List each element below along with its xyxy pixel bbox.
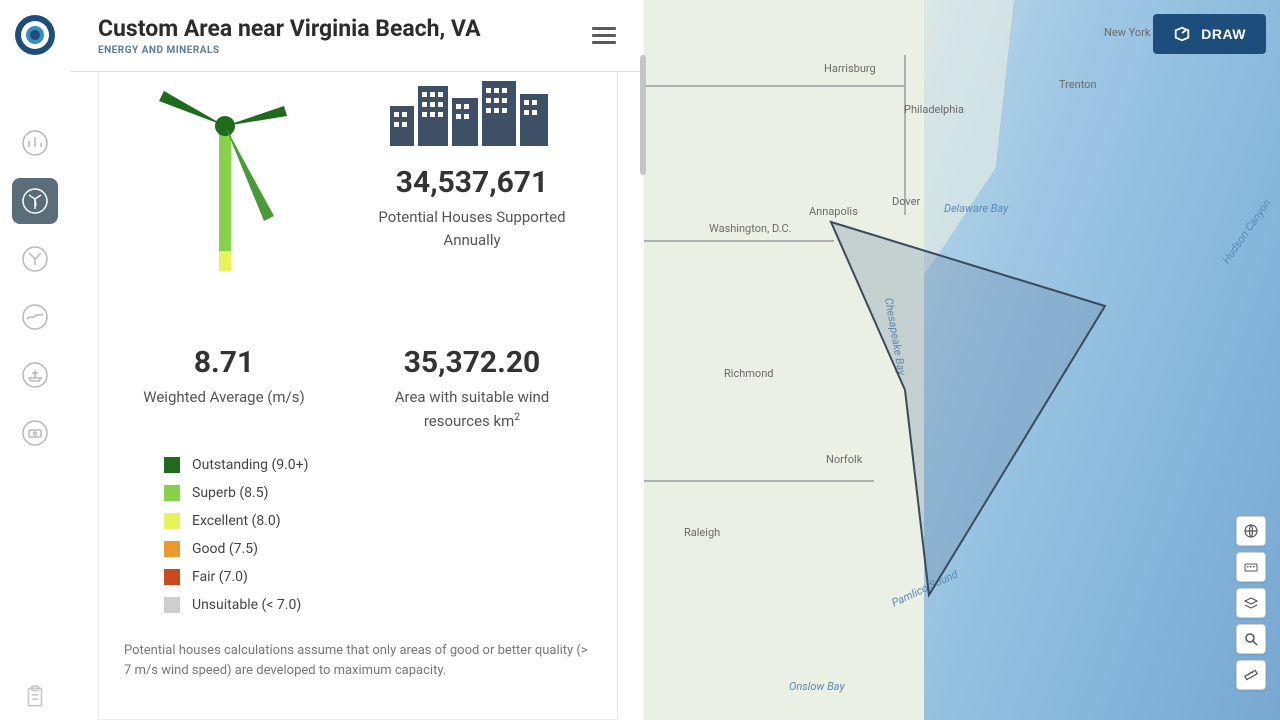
- legend-label: Fair (7.0): [192, 569, 248, 585]
- nav-wind-icon[interactable]: [12, 178, 58, 224]
- legend-label: Excellent (8.0): [192, 513, 281, 529]
- map-water-label: Delaware Bay: [944, 202, 1008, 215]
- map-measure-icon[interactable]: [1236, 660, 1266, 690]
- app-logo[interactable]: [14, 14, 56, 56]
- content-panel: 34,537,671 Potential Houses SupportedAnn…: [98, 55, 618, 720]
- map-controls: [1236, 516, 1266, 690]
- legend-swatch: [164, 541, 180, 557]
- page-subtitle: ENERGY AND MINERALS: [98, 45, 481, 56]
- clipboard-icon[interactable]: [22, 684, 48, 710]
- legend-swatch: [164, 457, 180, 473]
- map-search-icon[interactable]: [1236, 624, 1266, 654]
- map-water-label: Hudson Canyon: [1220, 197, 1274, 266]
- map-city-label: Richmond: [724, 367, 773, 380]
- legend-swatch: [164, 513, 180, 529]
- map-city-label: New York: [1104, 26, 1151, 39]
- houses-stat-value: 34,537,671: [347, 165, 597, 200]
- map-city-label: Philadelphia: [904, 103, 964, 116]
- draw-button[interactable]: DRAW: [1153, 14, 1266, 54]
- map-city-label: Dover: [892, 195, 920, 208]
- wind-turbine-icon: [149, 76, 299, 286]
- map-city-label: Norfolk: [826, 453, 862, 466]
- weighted-avg-label: Weighted Average (m/s): [119, 386, 329, 409]
- footnote-text: Potential houses calculations assume tha…: [119, 641, 597, 680]
- legend-label: Unsuitable (< 7.0): [192, 597, 301, 613]
- nav-coral-icon[interactable]: [12, 236, 58, 282]
- polygon-draw-icon: [1173, 25, 1191, 43]
- legend-swatch: [164, 569, 180, 585]
- legend-item: Fair (7.0): [164, 569, 597, 585]
- sidebar-nav: [0, 0, 70, 720]
- page-title: Custom Area near Virginia Beach, VA: [98, 15, 481, 43]
- map-city-label: Trenton: [1059, 78, 1097, 91]
- legend-item: Excellent (8.0): [164, 513, 597, 529]
- header: Custom Area near Virginia Beach, VA ENER…: [70, 0, 644, 72]
- city-buildings-icon: [382, 76, 562, 146]
- nav-money-icon[interactable]: [12, 410, 58, 456]
- map-city-label: Harrisburg: [824, 62, 876, 75]
- map-viewport[interactable]: New York Harrisburg Trenton Philadelphia Dov…: [644, 0, 1280, 720]
- wind-legend: Outstanding (9.0+) Superb (8.5) Excellent …: [119, 457, 597, 613]
- map-city-label: Raleigh: [684, 526, 720, 539]
- legend-item: Unsuitable (< 7.0): [164, 597, 597, 613]
- map-keyboard-icon[interactable]: [1236, 552, 1266, 582]
- map-city-label: Washington, D.C.: [709, 222, 792, 235]
- area-label: Area with suitable windresources km2: [347, 386, 597, 432]
- legend-label: Superb (8.5): [192, 485, 269, 501]
- nav-ship-icon[interactable]: [12, 352, 58, 398]
- nav-chart-icon[interactable]: [12, 120, 58, 166]
- legend-item: Outstanding (9.0+): [164, 457, 597, 473]
- map-water-label: Onslow Bay: [789, 680, 845, 693]
- houses-stat-label: Potential Houses SupportedAnnually: [347, 206, 597, 251]
- legend-label: Outstanding (9.0+): [192, 457, 308, 473]
- legend-item: Superb (8.5): [164, 485, 597, 501]
- hamburger-menu-icon[interactable]: [592, 23, 616, 48]
- area-value: 35,372.20: [347, 345, 597, 380]
- map-globe-icon[interactable]: [1236, 516, 1266, 546]
- weighted-avg-value: 8.71: [119, 345, 329, 380]
- legend-item: Good (7.5): [164, 541, 597, 557]
- map-layers-icon[interactable]: [1236, 588, 1266, 618]
- panel-scrollbar[interactable]: [640, 55, 646, 175]
- nav-wave-icon[interactable]: [12, 294, 58, 340]
- legend-label: Good (7.5): [192, 541, 258, 557]
- map-city-label: Annapolis: [809, 205, 858, 218]
- legend-swatch: [164, 485, 180, 501]
- legend-swatch: [164, 597, 180, 613]
